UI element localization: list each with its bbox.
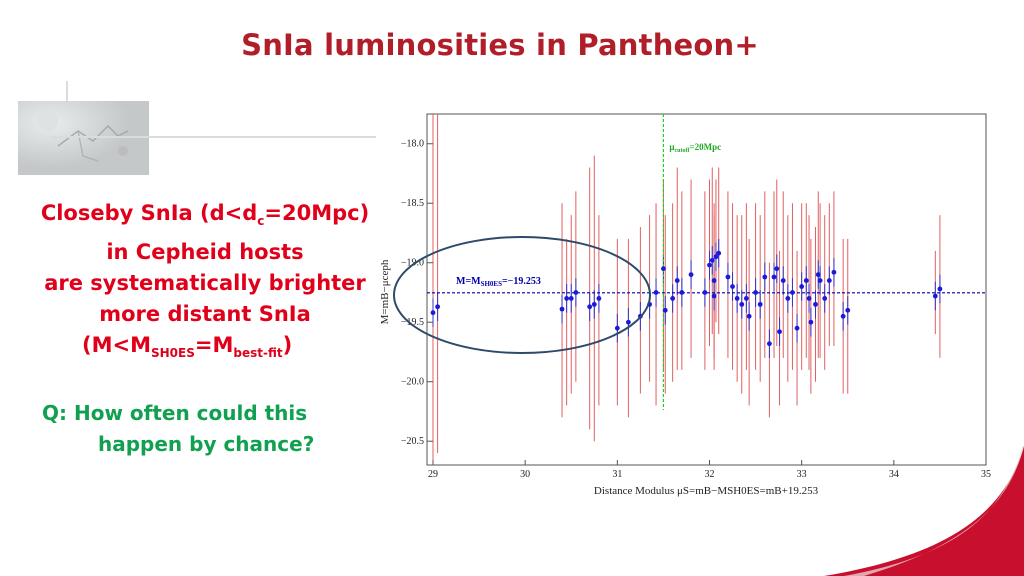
data-point bbox=[757, 301, 763, 307]
data-point bbox=[702, 290, 708, 295]
y-tick-label: −20.0 bbox=[401, 377, 424, 388]
claim-line-4: more distant SnIa bbox=[99, 302, 311, 327]
data-point bbox=[662, 307, 668, 313]
y-tick-label: −19.5 bbox=[401, 317, 424, 328]
data-point bbox=[799, 284, 805, 289]
data-points bbox=[430, 250, 943, 347]
data-point bbox=[716, 250, 722, 256]
scatter-chart: 29 30 31 32 33 34 35 −18.0 −18.5 −19.0 −19.5 −20.0… bbox=[379, 113, 991, 497]
question-text: Q: How often could this happen by chance… bbox=[42, 398, 372, 460]
x-tick-label: 31 bbox=[612, 469, 622, 480]
data-point bbox=[743, 296, 749, 301]
data-point bbox=[777, 329, 782, 335]
data-point bbox=[587, 304, 593, 310]
question-line-2: happen by chance? bbox=[98, 432, 315, 456]
data-point bbox=[790, 290, 795, 295]
data-point bbox=[774, 266, 780, 272]
claim-line-2: in Cepheid hosts bbox=[106, 240, 304, 265]
data-point bbox=[709, 257, 715, 263]
x-tick-label: 32 bbox=[705, 469, 715, 480]
data-point bbox=[762, 274, 768, 280]
data-point bbox=[753, 290, 758, 295]
data-point bbox=[815, 272, 821, 278]
data-point bbox=[767, 341, 772, 347]
y-tick-label: −18.0 bbox=[401, 139, 424, 150]
x-tick-label: 30 bbox=[520, 469, 530, 480]
data-point bbox=[780, 278, 786, 283]
data-point bbox=[826, 278, 832, 283]
y-tick-label: −18.5 bbox=[401, 198, 424, 209]
highlight-ellipse bbox=[393, 236, 651, 354]
data-point bbox=[670, 296, 676, 301]
data-point bbox=[559, 306, 565, 312]
corner-decoration bbox=[824, 446, 1024, 576]
data-point bbox=[653, 290, 659, 295]
data-point bbox=[937, 286, 943, 292]
data-point bbox=[840, 313, 846, 319]
claim-line-1: Closeby SnIa (d<dc=20Mpc) bbox=[40, 201, 370, 229]
data-point bbox=[785, 296, 791, 301]
data-point bbox=[730, 284, 735, 289]
data-point bbox=[817, 278, 823, 283]
data-point bbox=[932, 293, 938, 299]
data-point bbox=[734, 296, 740, 301]
question-line-1: Q: How often could this bbox=[42, 401, 308, 425]
data-point bbox=[591, 301, 597, 307]
thumbnail-graphic bbox=[18, 101, 149, 175]
plot-frame bbox=[426, 113, 987, 466]
data-point bbox=[430, 310, 436, 316]
data-point bbox=[707, 262, 712, 268]
x-axis-label: Distance Modulus μS=mB−MSH0ES=mB+19.253 bbox=[594, 485, 819, 497]
data-point bbox=[568, 296, 574, 301]
data-point bbox=[688, 272, 694, 278]
data-point bbox=[674, 278, 680, 283]
x-tick-label: 35 bbox=[981, 469, 991, 480]
data-point bbox=[564, 296, 570, 301]
data-point bbox=[803, 278, 809, 283]
decorative-line bbox=[50, 136, 376, 138]
cutoff-label: μcutoff=20Mpc bbox=[669, 142, 721, 154]
data-point bbox=[711, 293, 717, 299]
data-point bbox=[625, 319, 631, 325]
data-point bbox=[794, 325, 800, 331]
slide-title: SnIa luminosities in Pantheon+ bbox=[241, 28, 759, 62]
data-point bbox=[822, 296, 828, 301]
data-point bbox=[771, 274, 777, 280]
y-tick-label: −20.5 bbox=[401, 436, 424, 447]
data-point bbox=[573, 290, 579, 295]
data-point bbox=[808, 319, 814, 325]
claim-line-3: are systematically brighter bbox=[44, 271, 366, 296]
data-point bbox=[661, 266, 666, 272]
data-point bbox=[813, 301, 818, 307]
data-point bbox=[713, 254, 719, 260]
data-point bbox=[711, 278, 717, 283]
data-point bbox=[435, 304, 441, 310]
x-tick-label: 29 bbox=[428, 469, 438, 480]
data-point bbox=[596, 296, 602, 301]
claim-text: Closeby SnIa (d<dc=20Mpc) in Cepheid hos… bbox=[20, 198, 390, 369]
data-point bbox=[725, 274, 731, 280]
y-axis-label: M=mB−μceph bbox=[379, 259, 391, 324]
error-bars bbox=[432, 114, 941, 465]
data-point bbox=[614, 325, 620, 331]
x-tick-label: 34 bbox=[889, 469, 899, 480]
y-axis-ticks: −18.0 −18.5 −19.0 −19.5 −20.0 −20.5 bbox=[401, 139, 433, 447]
data-point bbox=[746, 313, 752, 319]
x-axis-ticks: 29 30 31 32 33 34 35 bbox=[428, 460, 991, 480]
data-point bbox=[845, 307, 851, 313]
data-point bbox=[806, 296, 812, 301]
data-point bbox=[739, 301, 745, 307]
data-point bbox=[831, 269, 837, 275]
data-point bbox=[679, 290, 685, 295]
claim-line-5: (M<MSH0ES=Mbest-fit) bbox=[82, 333, 293, 361]
thumbnail-image bbox=[18, 101, 149, 175]
x-tick-label: 33 bbox=[797, 469, 807, 480]
sh0es-label: M=MSH0ES=−19.253 bbox=[456, 276, 541, 288]
y-tick-label: −19.0 bbox=[401, 258, 424, 269]
